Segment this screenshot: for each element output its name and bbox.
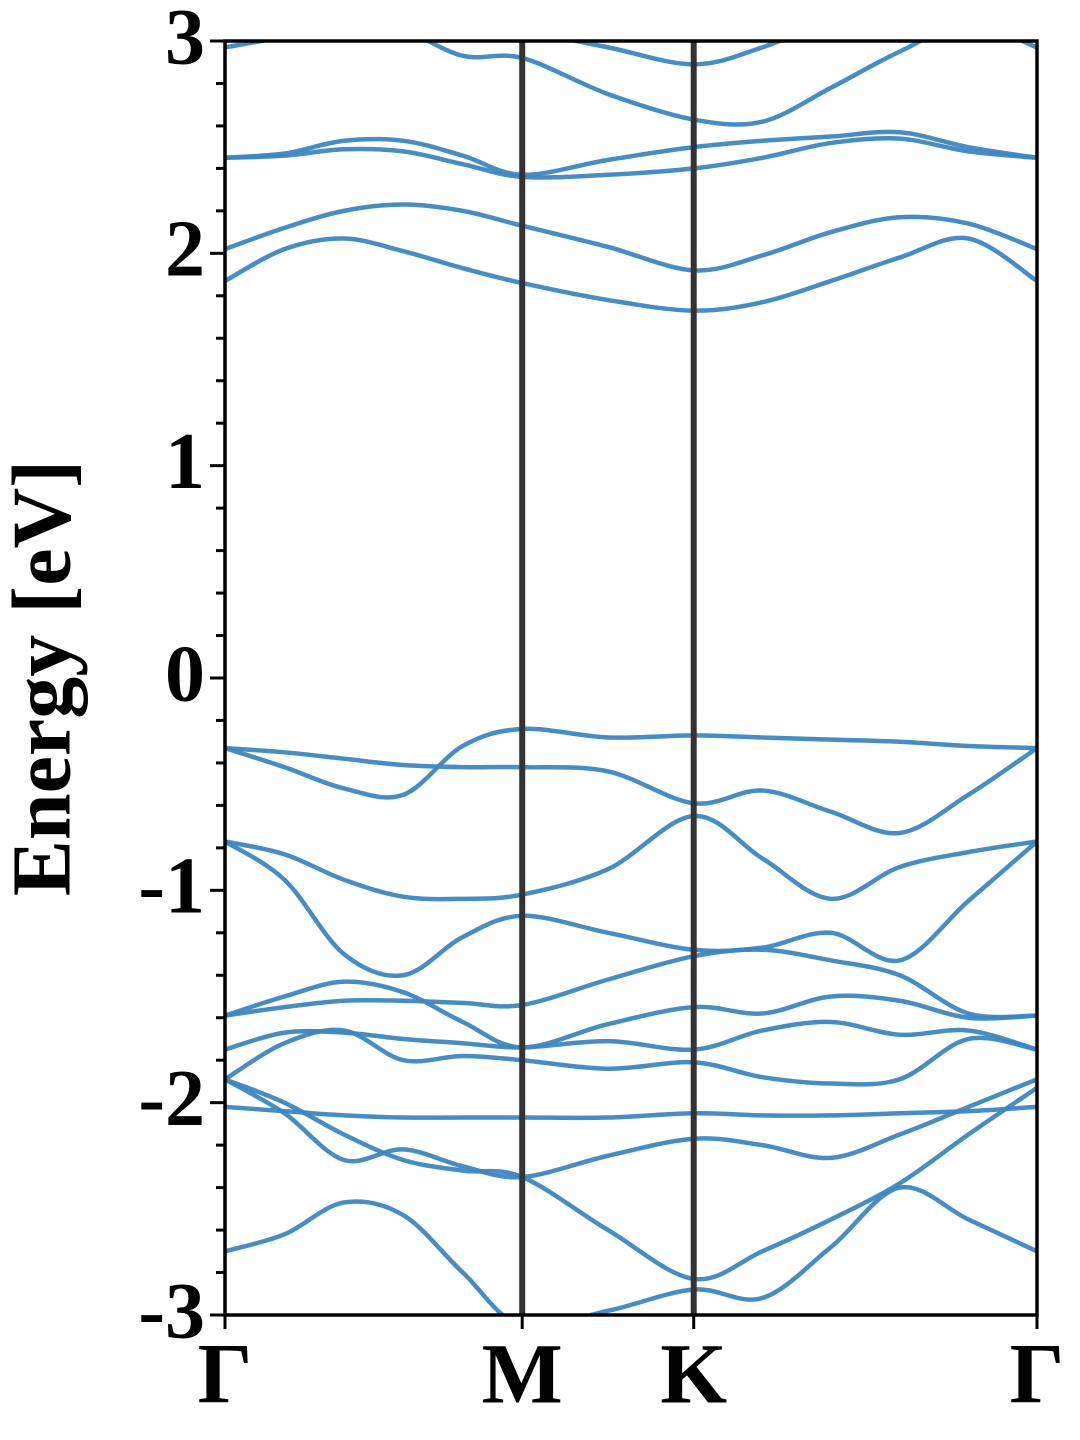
y-tick-label: -1 — [138, 843, 205, 931]
plot-frame — [223, 39, 1039, 1317]
band-line — [225, 202, 1037, 273]
band-line — [225, 1104, 1037, 1121]
band-line — [225, 1027, 1037, 1087]
band-line — [225, 1077, 1037, 1180]
band-line — [225, 1019, 1037, 1053]
x-tick-label: K — [660, 1326, 727, 1422]
x-tick-label: Γ — [198, 1326, 253, 1422]
band-line — [225, 745, 1037, 836]
band-line — [225, 726, 1037, 800]
band-line — [225, 839, 1037, 979]
band-line — [225, 813, 1037, 902]
band-line — [225, 129, 1037, 178]
y-axis-label: Energy [eV] — [0, 460, 88, 896]
y-tick-label: 1 — [165, 418, 205, 506]
y-tick-label: -3 — [138, 1267, 205, 1355]
y-tick-label: 2 — [165, 206, 205, 294]
y-tick-label: 0 — [165, 630, 205, 718]
band-line — [564, 41, 786, 67]
y-tick-label: 3 — [165, 0, 205, 81]
band-line — [225, 41, 1037, 127]
x-tick-label: M — [482, 1326, 563, 1422]
band-line — [225, 1184, 1037, 1315]
x-tick-label: Γ — [1010, 1326, 1065, 1422]
y-tick-label: -2 — [138, 1055, 205, 1143]
band-line — [225, 136, 1037, 180]
bands — [225, 41, 1037, 1315]
band-line — [225, 979, 1037, 1050]
band-line — [225, 235, 1037, 313]
band-line — [225, 947, 1037, 1020]
band-line — [225, 1077, 1037, 1282]
